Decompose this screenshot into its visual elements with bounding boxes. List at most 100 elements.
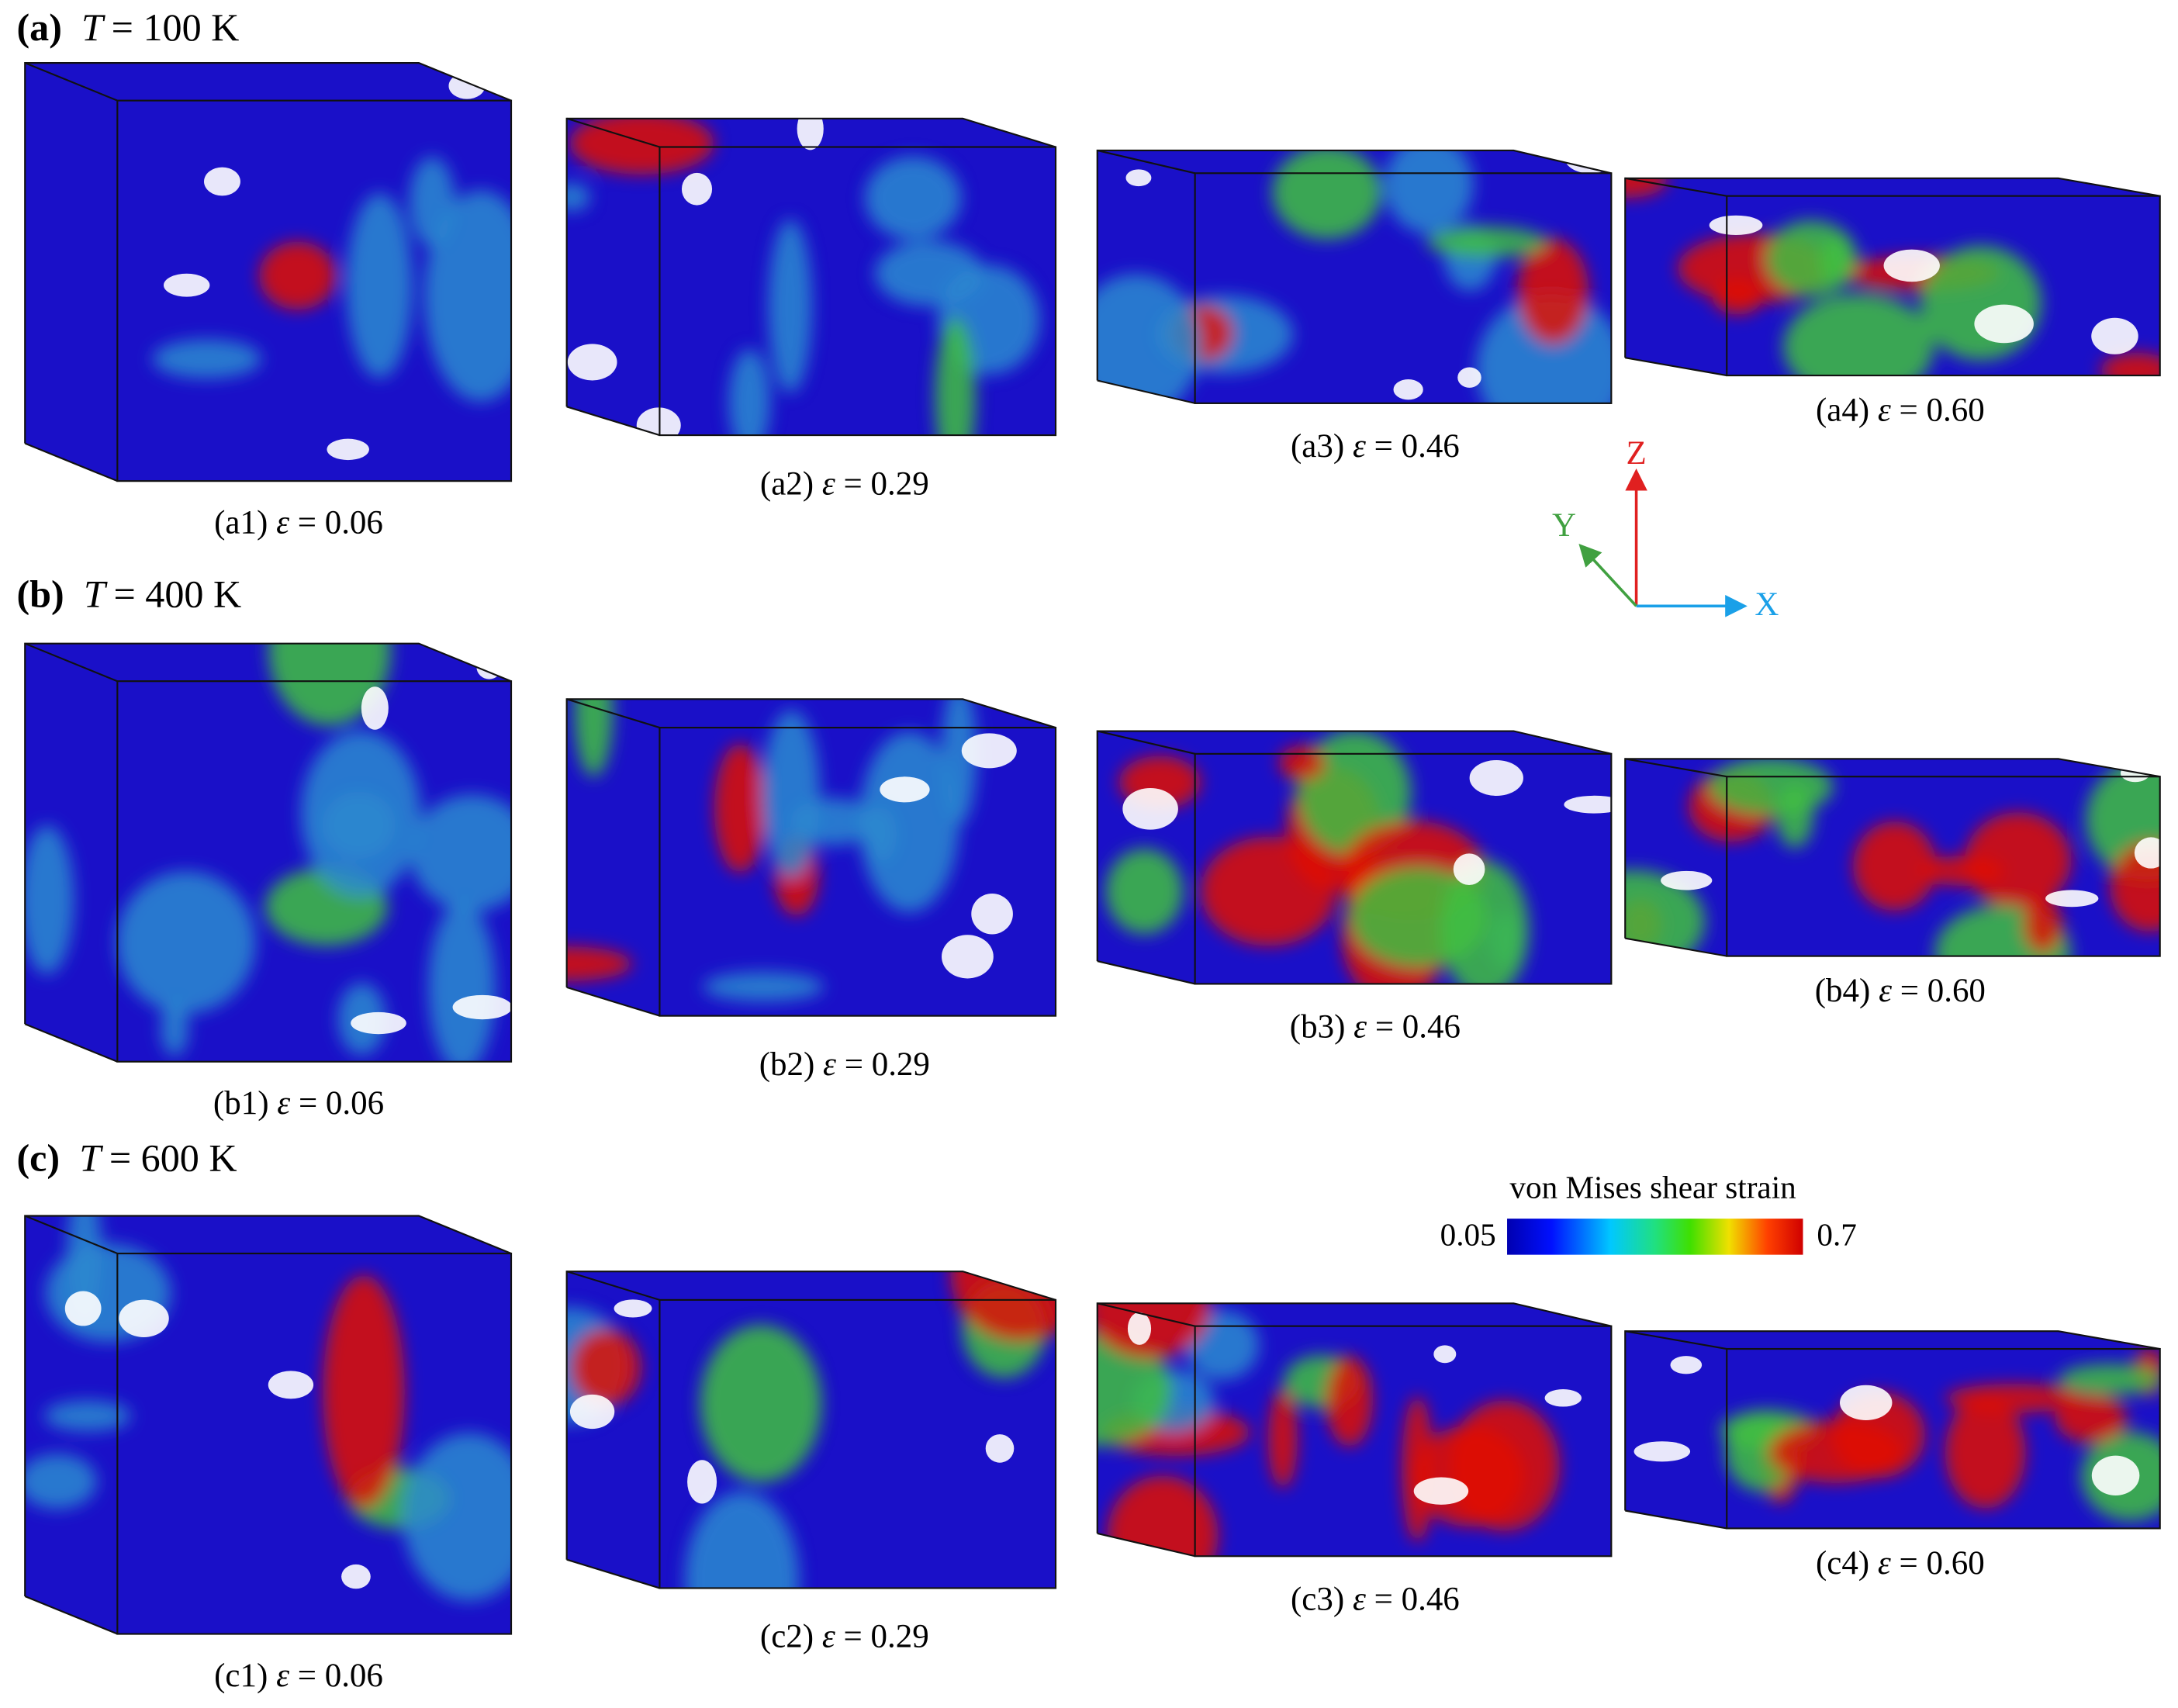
void [1709,215,1763,235]
strain-region [714,743,766,873]
simulation-panel [24,1215,513,1635]
strain-region [1384,150,1474,234]
strain-region [728,349,771,436]
caption-text: = 0.06 [298,1658,383,1694]
simulation-panel [1624,177,2161,377]
panel-caption: (b4) ε = 0.60 [1815,973,1986,1009]
void [64,1291,102,1326]
strain-map [25,63,512,482]
x-label: X [1754,586,1779,623]
caption-var: ε [277,1085,290,1122]
strain-blobs [566,699,977,1002]
row-label: (b) [16,572,64,615]
colorbar-min: 0.05 [1440,1217,1496,1253]
box-edge [1097,730,1195,755]
caption-var: ε [1353,1581,1366,1617]
box-back [565,117,1056,407]
void [1670,1356,1703,1374]
strain-map [566,118,1056,436]
strain-region [703,972,825,1002]
caption-var: ε [1353,1008,1367,1045]
box-front [659,146,1057,437]
void [567,344,617,381]
caption-var: ε [1879,973,1892,1009]
box-edge [1097,379,1195,404]
caption-label: (b1) [213,1085,269,1122]
void [2134,837,2160,869]
strain-region [1713,279,1763,315]
strain-region [935,317,976,436]
void [2091,317,2138,354]
void [1393,379,1423,400]
row-var: T [79,1136,103,1179]
caption-text: = 0.46 [1374,1581,1460,1617]
void [961,733,1017,769]
panel-caption: (a3) ε = 0.46 [1291,428,1460,465]
strain-region [152,339,262,379]
simulation-panel [565,1271,1057,1589]
row-label: (c) [16,1136,60,1179]
simulation-panel [1096,730,1613,985]
panel-caption: (a1) ε = 0.06 [214,504,383,541]
caption-var: ε [822,465,835,502]
strain-region [1920,856,2004,886]
axis-triad: Z Y X [1552,435,1779,623]
strain-map [1625,178,2160,376]
box-edge [1625,357,1727,377]
box-front [1194,172,1613,404]
strain-blobs [1105,731,1530,984]
strain-region [859,731,959,913]
strain-region [346,193,413,379]
void [1883,249,1940,282]
strain-map [1625,1331,2160,1529]
box-edge [566,117,660,148]
strain-region [259,241,337,310]
row-title: (c) T = 600 K [16,1136,237,1179]
y-arrow [1578,543,1637,607]
panel-caption: (c4) ε = 0.60 [1816,1545,1985,1582]
box-edge [1097,1532,1195,1558]
strain-region [569,1328,641,1407]
strain-region [1267,1389,1298,1488]
void [614,1299,652,1318]
void [681,172,713,206]
caption-text: = 0.06 [299,1085,384,1122]
void [163,273,210,297]
box-edge [1097,1302,1195,1327]
row-text: = 400 K [113,572,241,615]
void [636,407,681,436]
z-label: Z [1626,435,1646,472]
box-back [24,62,512,444]
row-text: = 600 K [109,1136,237,1179]
strain-region [950,1271,1056,1342]
strain-region [1426,226,1547,258]
void [985,1434,1015,1463]
strain-blobs [1720,1347,2160,1521]
void [119,1299,169,1337]
simulation-panel [24,642,513,1063]
strain-region [700,1324,822,1483]
void [341,1564,371,1589]
caption-label: (c4) [1816,1545,1869,1582]
simulation-panel [1624,758,2161,957]
box-edge [24,642,118,683]
strain-region [2100,352,2160,376]
void [880,776,930,803]
void [1413,1477,1469,1505]
box-front [116,680,513,1063]
void [327,438,369,461]
simulation-panel [1096,1302,1613,1558]
panel-caption: (a2) ε = 0.29 [760,465,929,502]
strain-region [1105,849,1184,935]
strain-map [1097,731,1612,984]
panel-caption: (b2) ε = 0.29 [759,1046,930,1083]
void [452,994,512,1020]
strain-map [1097,1303,1612,1557]
panel-caption: (c1) ε = 0.06 [214,1658,383,1694]
box-edge [24,62,118,102]
strain-region [116,871,256,1014]
caption-label: (a4) [1816,392,1869,428]
strain-map [25,643,512,1062]
caption-var: ε [822,1619,835,1655]
strain-region [1107,1475,1219,1557]
